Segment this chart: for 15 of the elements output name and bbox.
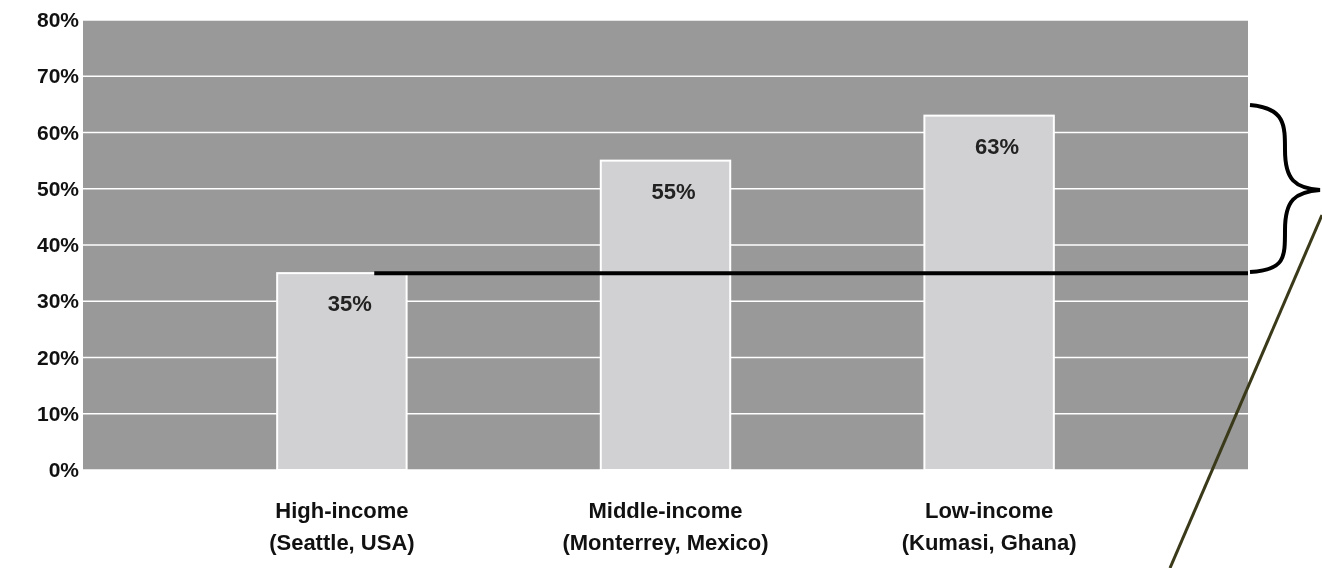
data-label: 63% <box>975 133 1020 159</box>
data-label: 55% <box>651 178 696 204</box>
y-tick-label: 20% <box>36 345 80 369</box>
y-tick-label: 60% <box>36 120 80 144</box>
y-tick-label: 80% <box>36 8 80 32</box>
x-tick-label: Low-income (Kumasi, Ghana) <box>901 498 1077 555</box>
y-tick-label: 0% <box>48 458 80 482</box>
y-tick-label: 50% <box>36 176 80 200</box>
y-tick-label: 70% <box>36 64 80 88</box>
data-label: 35% <box>327 291 372 317</box>
y-tick-label: 40% <box>36 233 80 257</box>
y-tick-label: 10% <box>36 401 80 425</box>
y-tick-label: 30% <box>36 289 80 313</box>
x-tick-label: High-income (Seattle, USA) <box>269 498 415 555</box>
x-tick-label: Middle-income (Monterrey, Mexico) <box>562 498 769 555</box>
